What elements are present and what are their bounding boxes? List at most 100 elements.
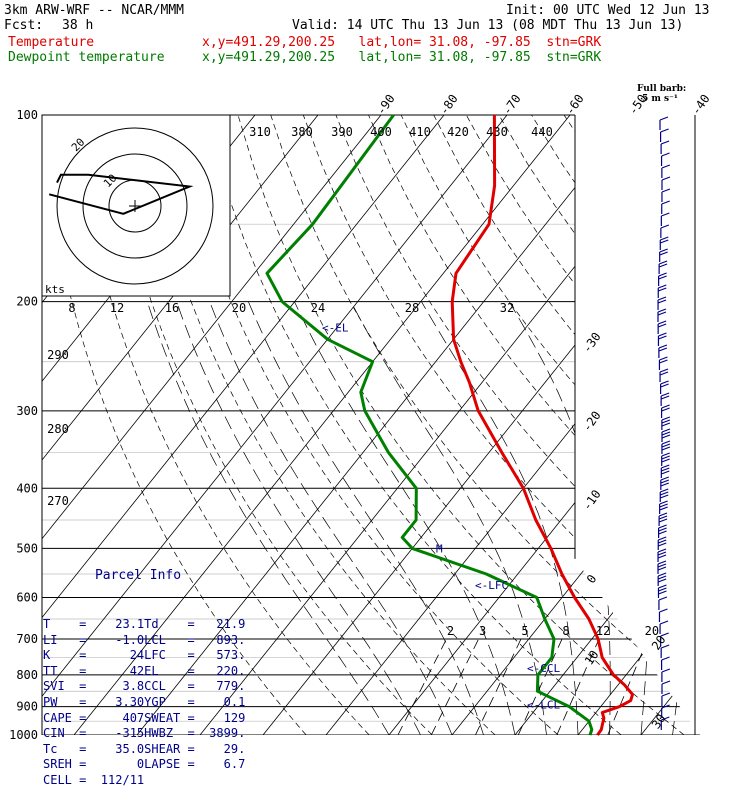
forecast-label: Fcst: [4,19,43,33]
theta-label: 310 [249,125,271,139]
wind-barb-flag [658,573,666,576]
parcel-row: CAPE = 407SWEAT = 129 [43,711,233,727]
wind-barb-flag [658,561,666,564]
isotherm-label: -90 [374,92,398,118]
dry-adiabat [532,115,740,735]
wind-barb-flag [658,552,666,555]
wind-barb-flag [660,495,668,498]
isotherm-label: -40 [689,92,713,118]
parcel-row: LI = -1.0LCL = 893. [43,633,233,649]
wind-barb-flag [658,300,666,303]
barb-legend-unit: 5 m s⁻¹ [642,95,678,104]
wind-barb-flag [662,459,670,462]
theta-label: 440 [531,125,553,139]
wind-barb-flag [662,405,670,408]
wind-barb-flag [658,549,666,552]
dry-adiabat [662,115,740,735]
pressure-label: 500 [16,541,38,555]
wind-barb-flag [658,312,666,315]
pressure-label: 200 [16,295,38,309]
wind-barb-flag [660,369,668,372]
wind-barb-flag [661,465,669,468]
isotherm [200,115,696,735]
dry-adiabat [597,115,740,735]
annotation-el: <-EL [322,321,349,334]
wind-barb-flag [660,237,668,240]
mixing-ratio-label: 8 [562,624,569,638]
wind-barb-flag [662,429,670,432]
forecast-hour: 38 h [62,19,93,33]
wind-barb-flag [661,129,669,132]
parcel-row: TT = 42EL = 220. [43,664,233,680]
parcel-row: T = 23.1Td = 21.9 [43,617,233,633]
wind-barb-flag [662,201,670,204]
wind-barb-flag [660,372,668,375]
wind-barb-flag [658,540,666,543]
wind-barb-flag [662,153,670,156]
thetae-label: 8 [68,301,75,315]
wind-barb-flag [661,141,669,144]
isotherm [389,115,740,735]
thetae-left-label: 290 [47,348,69,362]
pressure-label: 100 [16,108,38,122]
wind-barb-flag [662,444,670,447]
wind-barb-flag [662,408,670,411]
isotherm-label: -60 [563,92,587,118]
wind-barb-flag [658,585,666,588]
thetae-left-label: 280 [47,422,69,436]
pressure-label: 300 [16,404,38,418]
wind-barb-flag [661,480,669,483]
wind-barb-flag [659,357,667,360]
dewpoint-legend: Dewpoint temperature [8,51,165,65]
isotherm [326,115,740,735]
annotation-ccl: <-CCL [527,662,560,675]
wind-barb-flag [658,285,666,288]
wind-barb-flag [660,507,668,510]
annotation-m: M [436,542,443,555]
wind-barb-flag [659,528,667,531]
theta-label: 380 [291,125,313,139]
mixing-ratio-line [431,639,478,735]
wind-barb-flag [658,321,666,324]
mixing-ratio-label: 3 [479,624,486,638]
wind-barb-flag [661,477,669,480]
dry-adiabat [303,115,740,735]
wind-barb-flag [661,381,669,384]
theta-label: 390 [331,125,353,139]
thetae-label: 24 [311,301,325,315]
wind-barb-flag [662,420,670,423]
dry-adiabat [727,115,740,735]
wind-barb-flag [659,609,667,612]
pressure-label: 900 [16,700,38,714]
wind-barb-flag [662,423,670,426]
wind-barb-flag [660,621,668,624]
wind-barb-flag [658,309,666,312]
isotherm-label: -30 [580,330,604,356]
wind-barb-flag [661,396,669,399]
wind-barb-flag [661,384,669,387]
wind-barb-flag [659,513,667,516]
parcel-row: K = 24LFC = 573. [43,648,233,664]
wind-barb-flag [658,555,666,558]
wind-barb-flag [658,324,666,327]
wind-barb-flag [658,567,666,570]
model-title: 3km ARW-WRF -- NCAR/MMM [4,4,184,18]
wind-barb-flag [661,483,669,486]
isotherm-label: -80 [437,92,461,118]
wind-barb-flag [659,276,667,279]
isotherm-label: 0 [584,572,600,586]
isotherm-label: -20 [580,409,604,435]
wind-barb-flag [659,531,667,534]
wind-barb-flag [658,588,666,591]
wind-barb-flag [662,441,670,444]
wind-barb-flag [658,333,666,336]
wind-barb-flag [662,453,670,456]
wind-barb-flag [659,345,667,348]
theta-label: 410 [409,125,431,139]
wind-barb-flag [659,597,667,600]
dry-adiabat [695,115,740,735]
thetae-label: 12 [110,301,124,315]
mixing-ratio-label: 20 [645,624,659,638]
parcel-row: Tc = 35.0SHEAR = 29. [43,742,233,758]
wind-barb-flag [659,261,667,264]
